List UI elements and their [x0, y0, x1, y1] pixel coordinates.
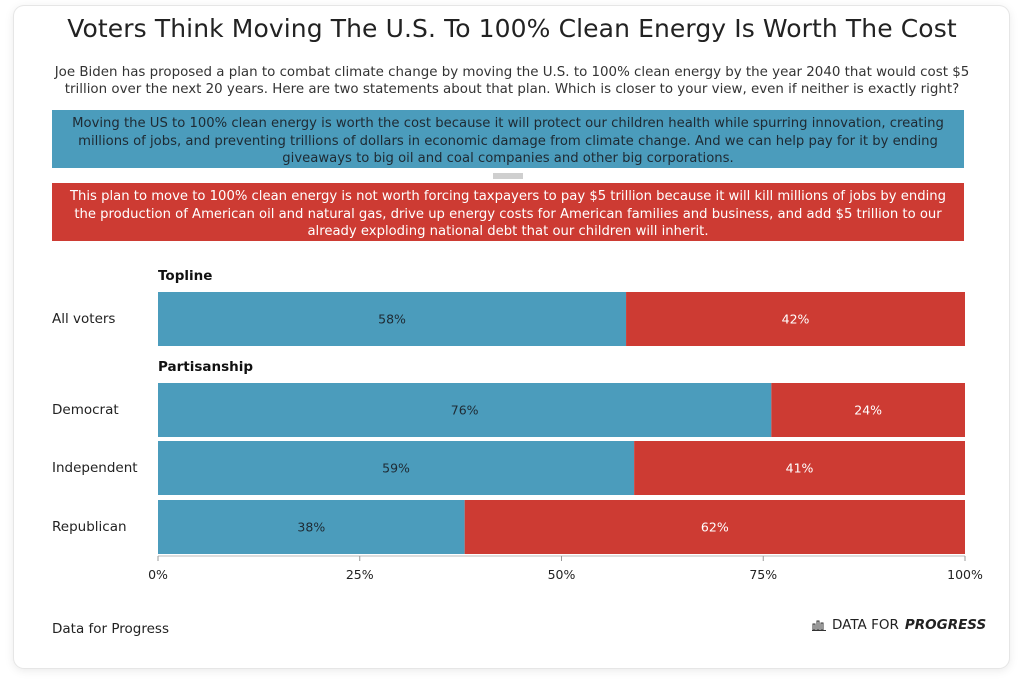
bar-all-voters-not-worth-cost [626, 292, 965, 346]
data-label-all-voters-worth-cost: 58% [378, 312, 406, 327]
row-label-democrat: Democrat [52, 402, 119, 418]
data-label-democrat-not-worth-cost: 24% [854, 403, 882, 418]
statement-not-worth-cost: This plan to move to 100% clean energy i… [52, 183, 964, 241]
data-label-all-voters-not-worth-cost: 42% [782, 312, 810, 327]
brand-prefix: DATA FOR [832, 617, 899, 633]
bar-independent-worth-cost [158, 441, 635, 495]
section-label-partisanship: Partisanship [158, 359, 254, 375]
bar-republican-worth-cost [158, 500, 465, 554]
data-label-independent-not-worth-cost: 41% [786, 461, 814, 476]
data-label-independent-worth-cost: 59% [382, 461, 410, 476]
chart-subtitle: Joe Biden has proposed a plan to combat … [54, 65, 970, 97]
chart-title: Voters Think Moving The U.S. To 100% Cle… [67, 14, 957, 43]
bar-republican-not-worth-cost [464, 500, 965, 554]
bar-all-voters-worth-cost [158, 292, 627, 346]
row-label-independent: Independent [52, 460, 138, 476]
row-label-republican: Republican [52, 519, 127, 535]
x-tick-label-25: 25% [346, 567, 374, 582]
x-tick-label-100: 100% [947, 567, 983, 582]
x-tick-label-75: 75% [749, 567, 777, 582]
bar-democrat-worth-cost [158, 383, 772, 437]
divider-handle [493, 173, 523, 179]
statement-clean-energy-worth-cost: Moving the US to 100% clean energy is wo… [52, 110, 964, 168]
data-label-republican-not-worth-cost: 62% [701, 520, 729, 535]
bar-independent-not-worth-cost [634, 441, 965, 495]
brand-name: PROGRESS [904, 617, 987, 633]
stacked-bar-chart: 58% 42% 76% 24% 59% 41% 38% 62% 0% 25% 50% 75% 100% [148, 292, 983, 582]
data-label-democrat-worth-cost: 76% [451, 403, 479, 418]
section-label-topline: Topline [158, 268, 213, 284]
row-label-all-voters: All voters [52, 311, 116, 327]
bar-chart-icon [812, 620, 826, 631]
brand-logo: DATA FOR PROGRESS [812, 617, 986, 633]
x-tick-label-0: 0% [148, 567, 168, 582]
bar-democrat-not-worth-cost [771, 383, 965, 437]
data-label-republican-worth-cost: 38% [297, 520, 325, 535]
x-tick-label-50: 50% [548, 567, 576, 582]
source-note: Data for Progress [52, 621, 169, 637]
